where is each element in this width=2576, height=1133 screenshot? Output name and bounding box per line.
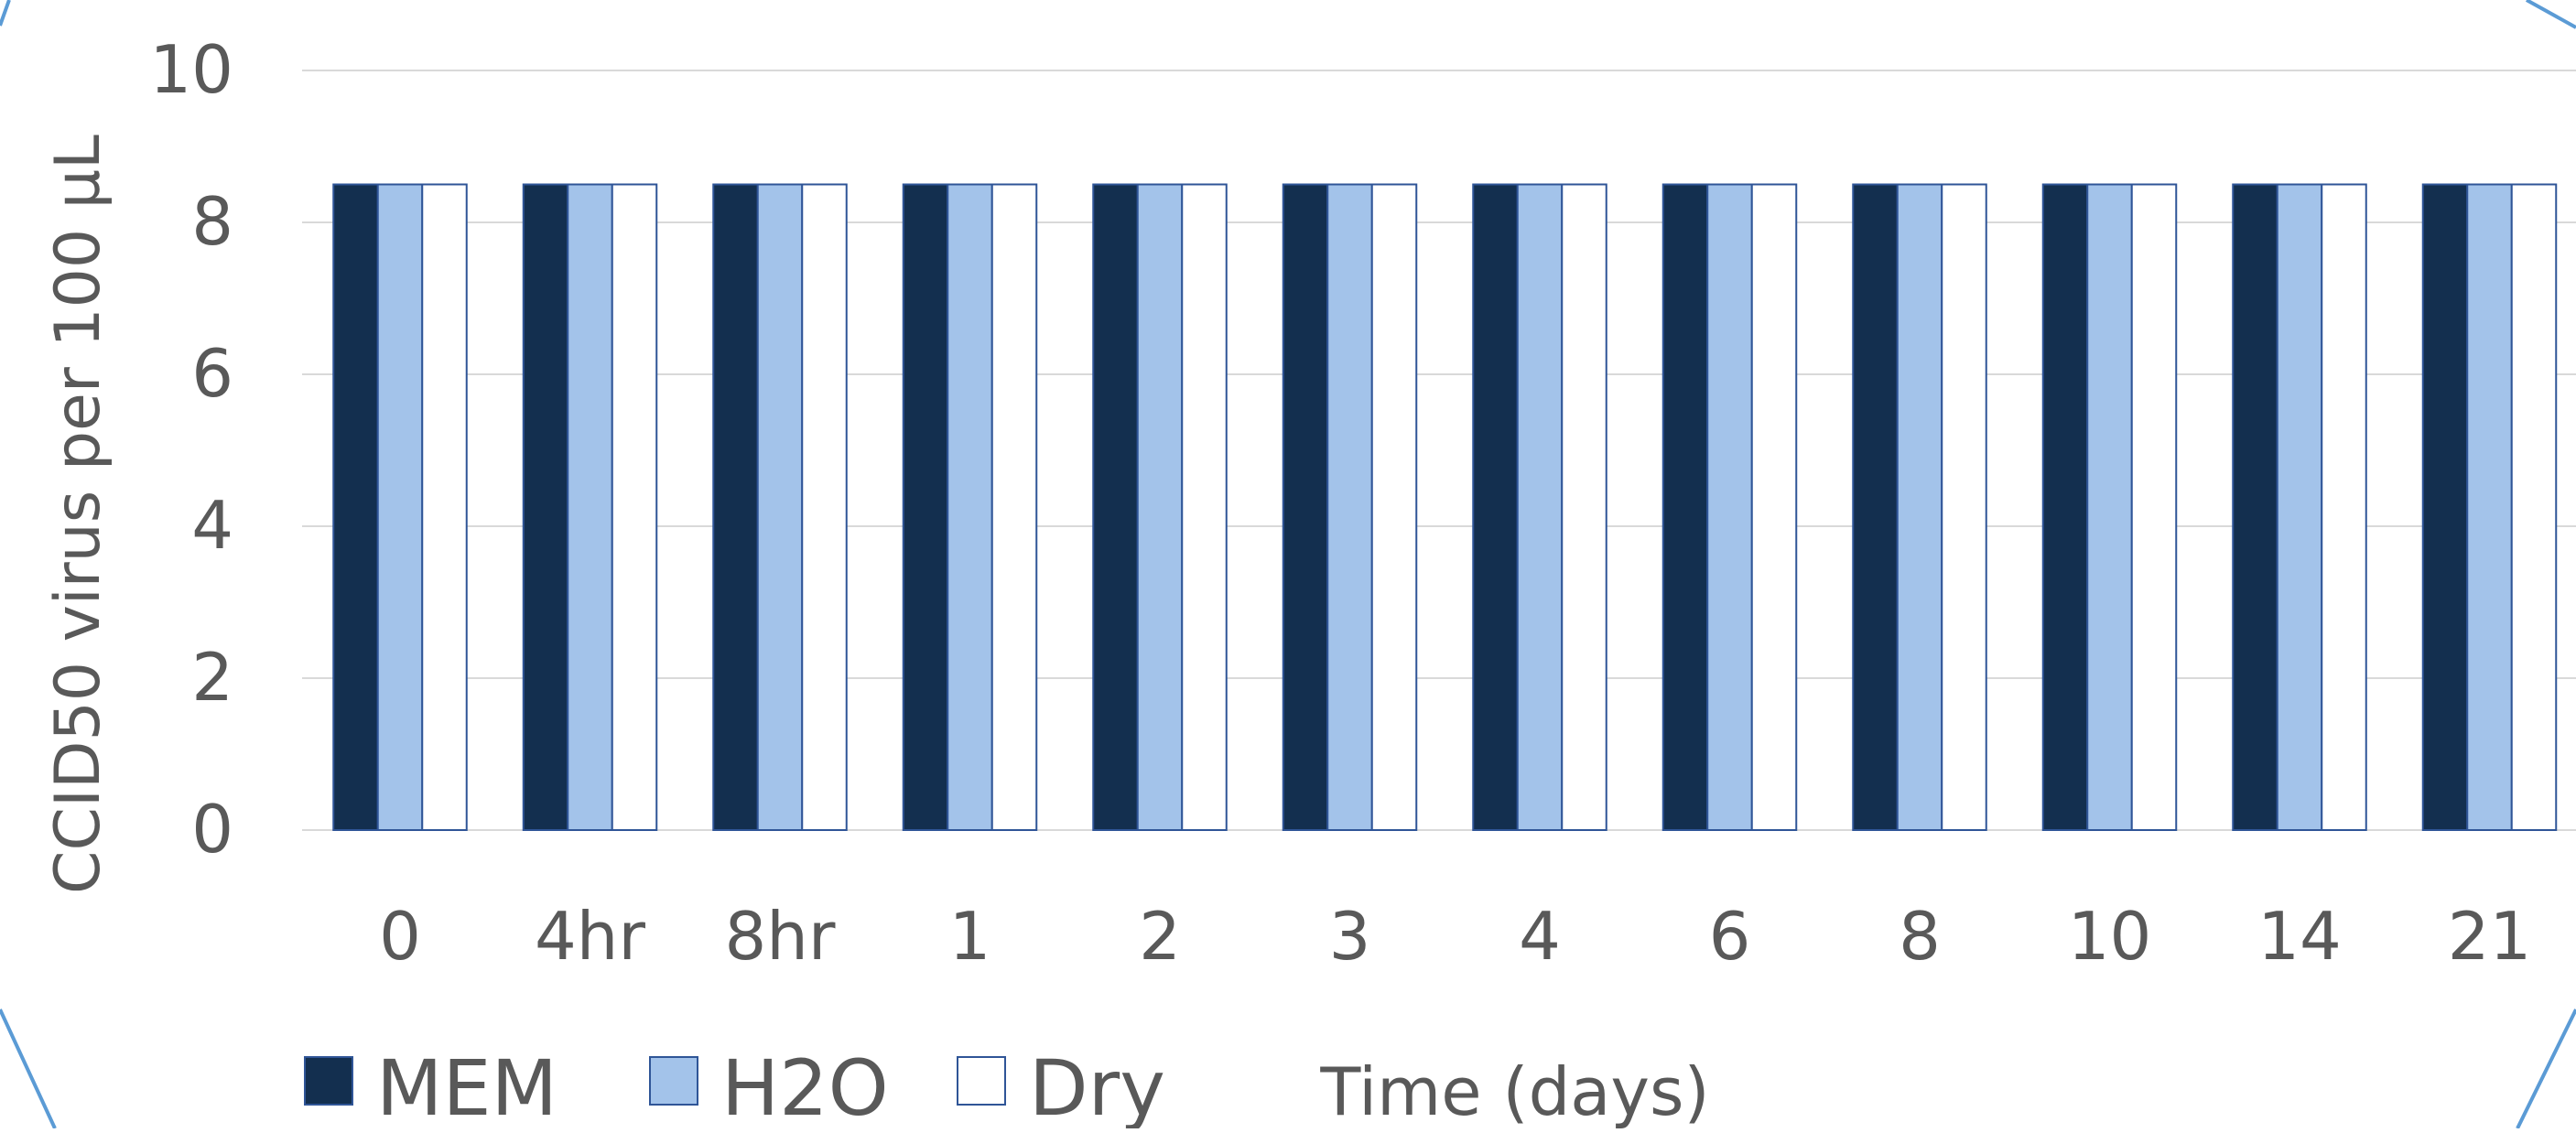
y-axis-label: CCID50 virus per 100 µL (42, 135, 114, 894)
x-tick-label-10: 14 (2257, 898, 2342, 975)
bar-h2o-8 (1896, 183, 1943, 831)
bar-h2o-1 (567, 183, 613, 831)
frame-edge-3 (2526, 0, 2576, 29)
bar-mem-3 (902, 183, 949, 831)
y-tick-label-6: 6 (191, 335, 233, 412)
bar-dry-3 (990, 183, 1038, 831)
bar-mem-10 (2232, 183, 2278, 831)
bar-h2o-3 (947, 183, 993, 831)
bar-h2o-5 (1326, 183, 1373, 831)
bar-dry-9 (2130, 183, 2178, 831)
bar-mem-2 (712, 183, 759, 831)
x-tick-label-2: 8hr (724, 898, 835, 975)
gridlines (302, 70, 2576, 831)
bar-dry-1 (611, 183, 658, 831)
bar-h2o-10 (2276, 183, 2323, 831)
bar-mem-1 (522, 183, 569, 831)
legend-label-mem: MEM (376, 1043, 557, 1128)
bar-dry-10 (2321, 183, 2367, 831)
legend-swatch-dry (957, 1056, 1006, 1106)
x-tick-label-11: 21 (2448, 898, 2532, 975)
bar-h2o-9 (2086, 183, 2133, 831)
x-tick-label-4: 2 (1139, 898, 1181, 975)
y-tick-label-4: 4 (191, 487, 233, 564)
legend: MEM H2O Dry (304, 1043, 1165, 1133)
legend-label-dry: Dry (1029, 1043, 1165, 1128)
x-tick-label-7: 6 (1709, 898, 1751, 975)
frame-edge-2 (2516, 1009, 2576, 1129)
bar-mem-9 (2041, 183, 2089, 831)
bar-dry-7 (1750, 183, 1798, 831)
x-tick-label-0: 0 (379, 898, 421, 975)
x-tick-label-8: 8 (1899, 898, 1941, 975)
bar-dry-4 (1181, 183, 1228, 831)
bar-h2o-11 (2466, 183, 2513, 831)
bar-mem-11 (2421, 183, 2469, 831)
x-tick-label-5: 3 (1329, 898, 1371, 975)
bar-mem-8 (1852, 183, 1899, 831)
bar-mem-6 (1472, 183, 1519, 831)
bar-mem-4 (1092, 183, 1139, 831)
y-tick-label-0: 0 (191, 791, 233, 868)
y-tick-label-10: 10 (149, 31, 233, 108)
y-tick-label-2: 2 (191, 639, 233, 716)
x-tick-label-3: 1 (949, 898, 991, 975)
legend-label-h2o: H2O (721, 1043, 889, 1128)
x-tick-label-1: 4hr (535, 898, 645, 975)
bars (332, 183, 2558, 831)
bar-h2o-6 (1516, 183, 1564, 831)
legend-swatch-mem (304, 1056, 353, 1106)
legend-swatch-h2o (649, 1056, 698, 1106)
x-tick-label-6: 4 (1519, 898, 1561, 975)
bar-h2o-4 (1136, 183, 1184, 831)
bar-mem-5 (1282, 183, 1329, 831)
bar-dry-8 (1941, 183, 1987, 831)
bar-dry-5 (1370, 183, 1418, 831)
bar-dry-0 (421, 183, 468, 831)
bar-dry-6 (1561, 183, 1607, 831)
bar-h2o-0 (376, 183, 424, 831)
x-tick-label-9: 10 (2068, 898, 2152, 975)
y-axis-ticks: 0 2 4 6 8 10 (149, 31, 233, 868)
x-axis-ticks: 0 4hr 8hr 1 2 3 4 6 8 10 14 21 (379, 898, 2531, 975)
bar-h2o-2 (756, 183, 804, 831)
bar-mem-7 (1661, 183, 1709, 831)
bar-h2o-7 (1706, 183, 1753, 831)
bar-mem-0 (332, 183, 379, 831)
y-tick-label-8: 8 (191, 183, 233, 260)
frame-edge-0 (0, 0, 11, 27)
frame-edge-1 (0, 1009, 57, 1129)
bar-dry-2 (801, 183, 848, 831)
bar-dry-11 (2510, 183, 2558, 831)
x-axis-label: Time (days) (1319, 1053, 1709, 1128)
